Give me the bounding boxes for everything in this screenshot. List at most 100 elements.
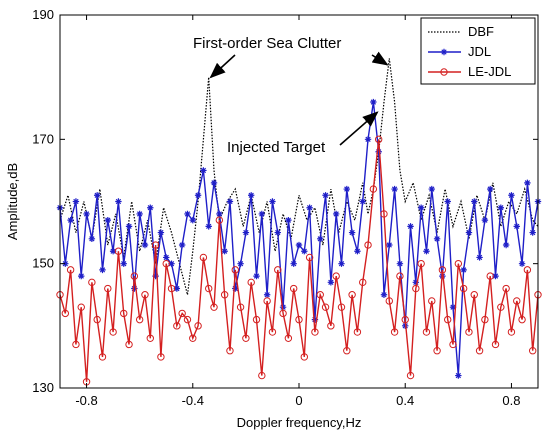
point-jdl xyxy=(131,285,138,292)
x-tick-label: 0.4 xyxy=(396,393,414,408)
x-tick-label: -0.8 xyxy=(75,393,97,408)
point-le-jdl xyxy=(114,247,123,255)
point-le-jdl xyxy=(210,303,218,311)
point-le-jdl xyxy=(497,303,505,311)
point-jdl xyxy=(295,241,303,249)
point-le-jdl xyxy=(428,297,436,305)
point-le-jdl xyxy=(130,272,139,280)
point-jdl xyxy=(290,260,297,267)
legend-box xyxy=(420,17,536,85)
point-jdl xyxy=(412,279,420,286)
point-le-jdl xyxy=(162,259,170,268)
point-le-jdl xyxy=(348,291,356,299)
y-tick-label: 190 xyxy=(32,7,54,22)
series-dbf xyxy=(59,58,539,295)
point-jdl xyxy=(104,216,111,224)
series-layer xyxy=(56,58,542,386)
point-le-jdl xyxy=(433,347,441,355)
point-le-jdl xyxy=(523,266,532,274)
point-le-jdl xyxy=(380,210,388,218)
point-le-jdl xyxy=(125,340,133,349)
point-jdl xyxy=(253,272,260,280)
point-jdl xyxy=(317,235,324,242)
point-jdl xyxy=(125,223,133,230)
point-jdl xyxy=(417,204,425,211)
point-jdl xyxy=(189,216,196,224)
point-jdl xyxy=(62,260,69,267)
point-jdl xyxy=(492,272,499,280)
point-le-jdl xyxy=(385,297,393,305)
point-le-jdl xyxy=(236,303,245,311)
point-jdl xyxy=(115,198,122,205)
point-le-jdl xyxy=(337,303,346,311)
point-jdl xyxy=(455,372,462,379)
series-line-le-jdl xyxy=(59,139,539,382)
y-tick-label: 170 xyxy=(32,131,54,146)
point-le-jdl xyxy=(66,266,75,274)
point-jdl xyxy=(99,266,106,274)
point-jdl xyxy=(444,198,451,205)
point-le-jdl xyxy=(353,328,362,336)
point-jdl xyxy=(141,241,149,249)
point-jdl xyxy=(502,241,510,249)
legend: DBF JDL LE-JDL xyxy=(420,17,536,85)
point-jdl xyxy=(285,216,292,224)
legend-label: DBF xyxy=(468,24,494,39)
point-le-jdl xyxy=(242,334,250,342)
legend-item-le-jdl: LE-JDL xyxy=(428,64,511,79)
point-jdl xyxy=(88,235,96,242)
point-le-jdl xyxy=(173,322,181,330)
point-jdl xyxy=(476,254,483,261)
point-le-jdl xyxy=(364,241,372,249)
point-le-jdl xyxy=(316,291,324,299)
point-le-jdl xyxy=(183,315,192,324)
point-jdl xyxy=(258,210,266,218)
point-jdl xyxy=(465,229,473,236)
point-jdl xyxy=(354,248,361,255)
point-le-jdl xyxy=(220,291,229,299)
point-jdl xyxy=(226,198,234,205)
point-le-jdl xyxy=(289,284,298,293)
y-tick-label: 150 xyxy=(32,256,54,271)
series-line-dbf xyxy=(59,58,539,295)
point-le-jdl xyxy=(205,284,213,293)
point-jdl xyxy=(311,316,319,323)
point-jdl xyxy=(348,229,356,236)
point-jdl xyxy=(487,185,494,193)
point-jdl xyxy=(83,210,90,218)
point-jdl xyxy=(322,192,329,199)
point-le-jdl xyxy=(422,328,431,336)
legend-label: LE-JDL xyxy=(468,64,511,79)
point-jdl xyxy=(279,303,287,311)
point-le-jdl xyxy=(475,347,484,355)
point-le-jdl xyxy=(369,185,378,193)
point-jdl xyxy=(513,223,520,230)
point-le-jdl xyxy=(194,322,202,330)
point-le-jdl xyxy=(465,328,473,336)
point-jdl xyxy=(178,241,186,249)
point-le-jdl xyxy=(72,340,80,349)
point-le-jdl xyxy=(401,315,409,324)
point-jdl xyxy=(460,266,467,274)
point-le-jdl xyxy=(481,315,489,324)
point-le-jdl xyxy=(374,135,383,144)
x-axis-label: Doppler frequency,Hz xyxy=(237,415,362,430)
point-le-jdl xyxy=(491,340,500,349)
point-le-jdl xyxy=(252,315,261,324)
point-le-jdl xyxy=(61,309,70,318)
point-jdl xyxy=(109,248,117,255)
point-jdl xyxy=(471,198,478,205)
point-jdl xyxy=(67,216,74,224)
point-jdl xyxy=(306,204,313,211)
point-le-jdl xyxy=(444,315,452,324)
point-jdl xyxy=(529,229,536,236)
point-le-jdl xyxy=(279,309,287,318)
annotation-arrow xyxy=(339,111,379,146)
point-le-jdl xyxy=(146,334,154,342)
point-le-jdl xyxy=(157,353,165,361)
point-jdl xyxy=(375,148,382,155)
point-le-jdl xyxy=(274,266,282,274)
point-jdl xyxy=(184,210,191,218)
point-jdl xyxy=(173,285,181,292)
point-jdl xyxy=(237,260,244,267)
